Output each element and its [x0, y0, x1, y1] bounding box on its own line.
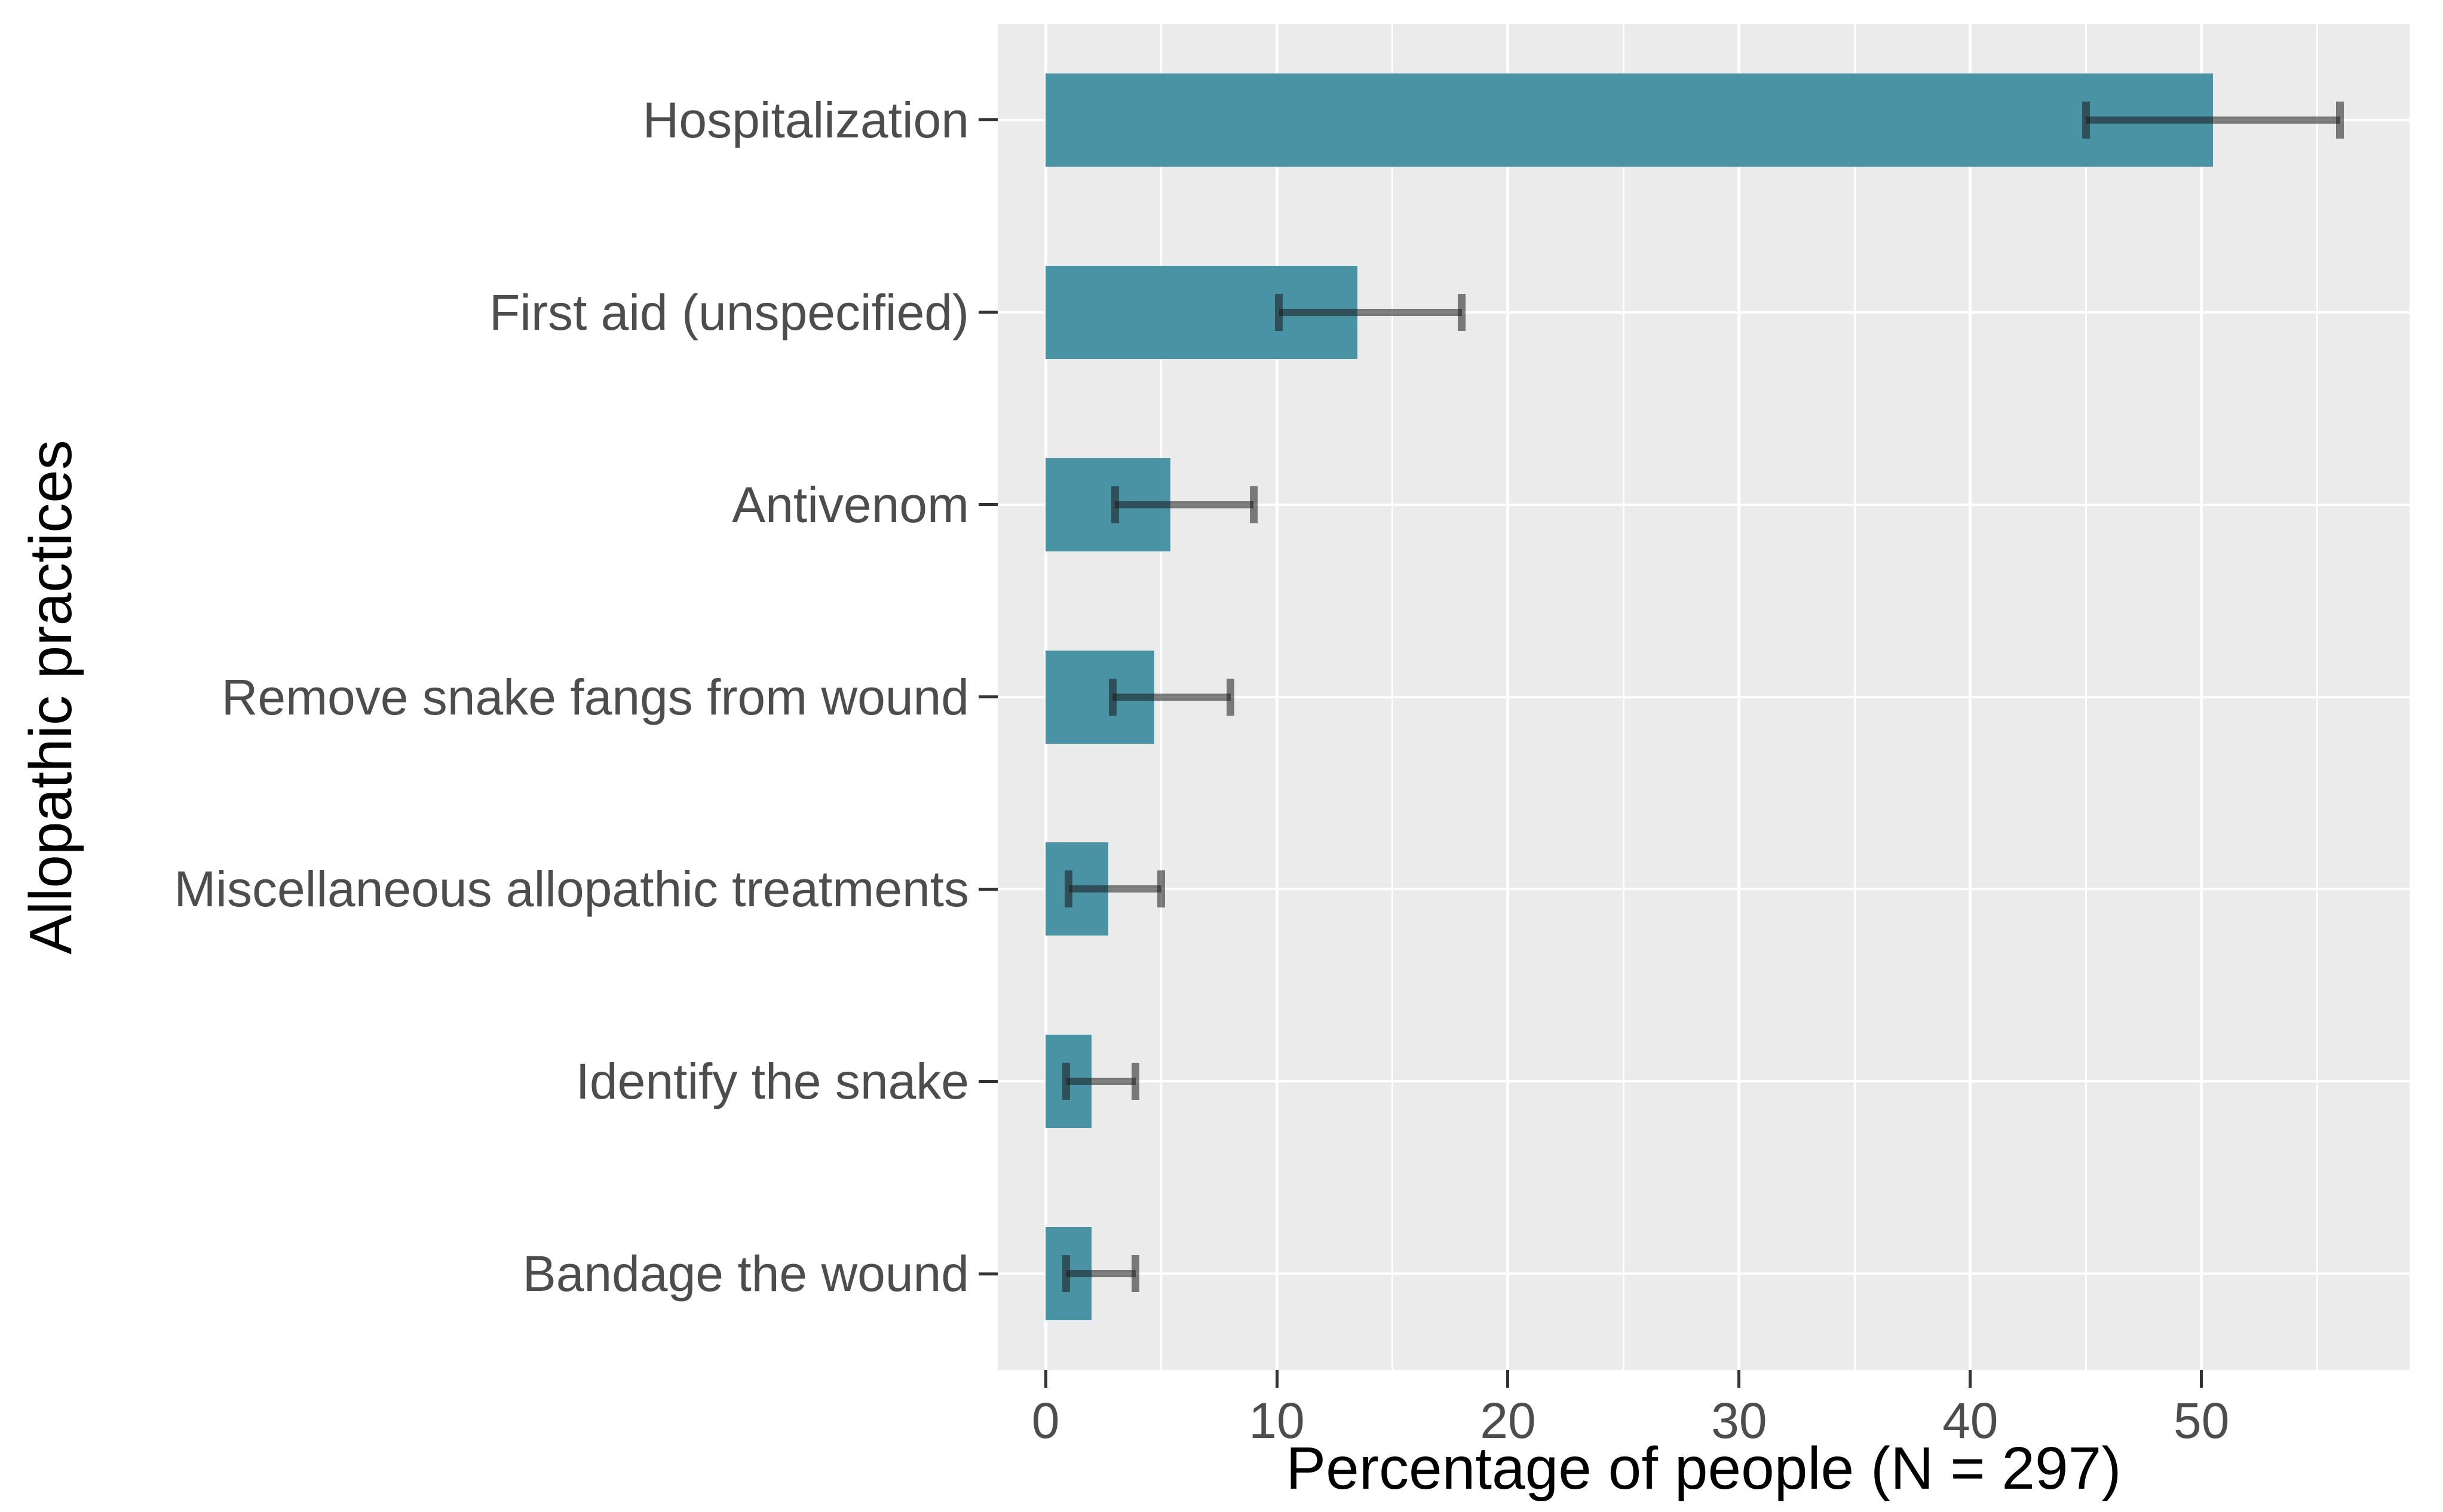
- error-bar-cap-high: [2336, 101, 2344, 139]
- y-tick-mark: [979, 118, 998, 122]
- gridline-row: [998, 311, 2410, 314]
- error-bar-line: [1112, 693, 1231, 701]
- error-bar-line: [1068, 885, 1161, 893]
- x-tick-label: 50: [2174, 1393, 2230, 1449]
- x-tick-label: 30: [1711, 1393, 1767, 1449]
- error-bar-cap-high: [1157, 870, 1166, 908]
- x-tick-label: 40: [1942, 1393, 1998, 1449]
- error-bar-cap-low: [2082, 101, 2090, 139]
- gridline-row: [998, 888, 2410, 891]
- y-axis-title: Allopathic practices: [17, 439, 84, 955]
- category-label: Remove snake fangs from wound: [221, 668, 969, 725]
- error-bar-cap-low: [1062, 1063, 1071, 1100]
- x-tick-mark: [2200, 1370, 2203, 1388]
- x-tick-mark: [1044, 1370, 1047, 1388]
- category-label: Hospitalization: [642, 91, 969, 148]
- gridline-row: [998, 503, 2410, 506]
- gridline-row: [998, 1272, 2410, 1275]
- x-tick-mark: [1969, 1370, 1972, 1388]
- error-bar-cap-high: [1458, 293, 1466, 331]
- x-tick-mark: [1275, 1370, 1279, 1388]
- x-tick-label: 20: [1480, 1393, 1536, 1449]
- error-bar-cap-low: [1062, 1255, 1071, 1293]
- error-bar-cap-low: [1275, 293, 1283, 331]
- error-bar-cap-high: [1132, 1063, 1140, 1100]
- error-bar-line: [1279, 308, 1462, 316]
- y-tick-mark: [979, 311, 998, 314]
- x-tick-label: 0: [1031, 1393, 1060, 1449]
- y-tick-mark: [979, 1079, 998, 1083]
- error-bar-line: [1066, 1078, 1136, 1085]
- error-bar-cap-low: [1065, 870, 1073, 908]
- error-bar-line: [1066, 1270, 1136, 1278]
- category-label: Antivenom: [732, 476, 969, 533]
- category-label: Miscellaneous allopathic treatments: [174, 861, 969, 918]
- x-tick-mark: [1506, 1370, 1510, 1388]
- x-axis-title: Percentage of people (N = 297): [1286, 1435, 2122, 1502]
- plot-panel: [998, 24, 2410, 1370]
- category-label: First aid (unspecified): [489, 284, 969, 341]
- y-tick-mark: [979, 695, 998, 698]
- bar: [1046, 73, 2214, 167]
- y-tick-mark: [979, 887, 998, 891]
- error-bar-line: [1115, 501, 1254, 508]
- error-bar-cap-low: [1111, 486, 1119, 523]
- category-label: Identify the snake: [575, 1053, 969, 1110]
- error-bar-line: [2086, 116, 2340, 124]
- error-bar-cap-high: [1249, 486, 1258, 523]
- y-tick-mark: [979, 1272, 998, 1275]
- error-bar-cap-high: [1132, 1255, 1140, 1293]
- gridline-row: [998, 695, 2410, 698]
- gridline-row: [998, 1080, 2410, 1083]
- x-tick-mark: [1737, 1370, 1741, 1388]
- error-bar-cap-low: [1108, 678, 1117, 716]
- y-tick-mark: [979, 503, 998, 507]
- category-label: Bandage the wound: [522, 1246, 969, 1302]
- x-tick-label: 10: [1249, 1393, 1305, 1449]
- error-bar-cap-high: [1227, 678, 1235, 716]
